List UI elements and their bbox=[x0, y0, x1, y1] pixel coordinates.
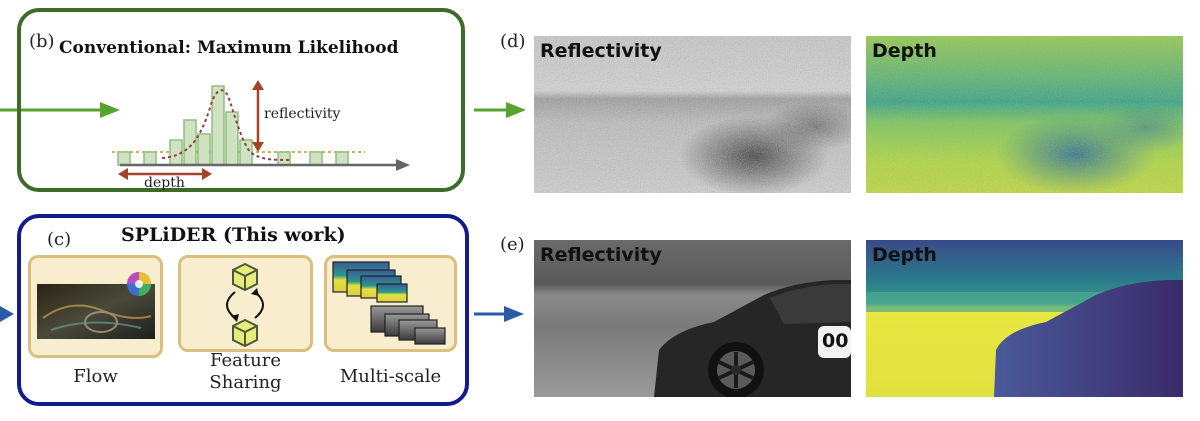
noisy-reflectivity-image: Reflectivity bbox=[534, 36, 851, 193]
flow-card bbox=[28, 255, 163, 358]
multiscale-label: Multi-scale bbox=[339, 366, 442, 387]
multiscale-pyramid-icon bbox=[332, 261, 446, 345]
noisy-depth-label: Depth bbox=[872, 40, 937, 62]
panel-c-tag: (c) bbox=[47, 229, 72, 250]
feature-sharing-card bbox=[178, 255, 313, 352]
feature-sharing-cubes-icon bbox=[226, 262, 264, 348]
histogram-bars bbox=[117, 85, 349, 166]
panel-b-title: Conventional: Maximum Likelihood bbox=[59, 38, 399, 58]
splider-reflectivity-image: Reflectivity 00 bbox=[534, 240, 851, 397]
output-arrow-b bbox=[474, 102, 526, 118]
flow-label: Flow bbox=[73, 366, 118, 387]
car-number-plate: 00 bbox=[822, 330, 849, 352]
depth-annotation: depth bbox=[144, 175, 185, 191]
noisy-reflectivity-label: Reflectivity bbox=[540, 40, 662, 62]
input-arrow-b bbox=[0, 102, 120, 118]
likelihood-curve bbox=[161, 89, 291, 161]
color-wheel-icon bbox=[127, 272, 151, 296]
feature-sharing-label: Feature Sharing bbox=[209, 350, 282, 393]
input-arrow-c bbox=[0, 306, 14, 322]
splider-depth-image: Depth bbox=[866, 240, 1183, 397]
multiscale-card bbox=[324, 255, 457, 352]
conventional-ml-panel bbox=[17, 8, 465, 192]
panel-e-tag: (e) bbox=[500, 234, 525, 255]
panel-b-tag: (b) bbox=[29, 31, 55, 52]
panel-d-tag: (d) bbox=[500, 31, 526, 52]
splider-panel bbox=[17, 214, 469, 406]
panel-c-title: SPLiDER (This work) bbox=[121, 224, 346, 246]
axis-arrowhead bbox=[396, 159, 410, 171]
flow-field-icon bbox=[37, 272, 155, 339]
reflectivity-annotation: reflectivity bbox=[264, 106, 341, 122]
splider-reflectivity-label: Reflectivity bbox=[540, 244, 662, 266]
splider-depth-label: Depth bbox=[872, 244, 937, 266]
histogram-diagram bbox=[112, 80, 410, 180]
output-arrow-c bbox=[474, 306, 524, 322]
noisy-depth-image: Depth bbox=[866, 36, 1183, 193]
